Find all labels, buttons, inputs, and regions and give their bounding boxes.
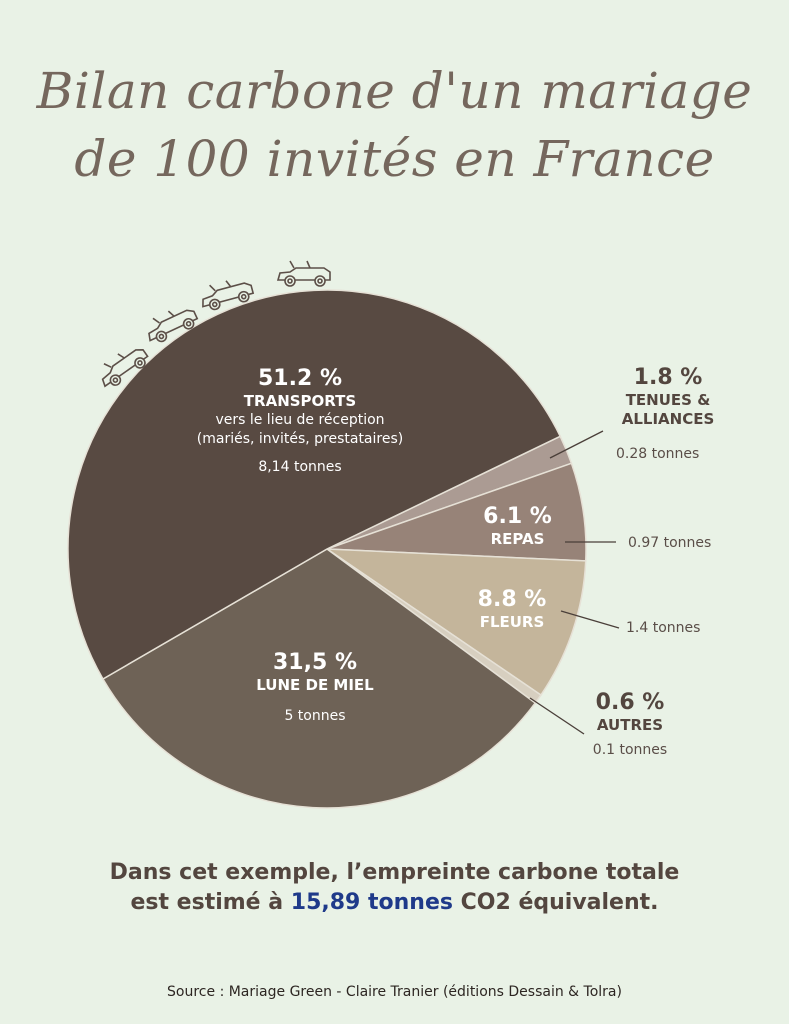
label-autres: 0.6 % AUTRES 0.1 tonnes bbox=[580, 690, 680, 759]
transports-tonnes: 8,14 tonnes bbox=[258, 459, 342, 475]
transports-percent: 51.2 % bbox=[258, 366, 342, 391]
car-icon bbox=[202, 280, 255, 311]
transports-sub1: vers le lieu de réception bbox=[215, 412, 385, 428]
summary-text: Dans cet exemple, l’empreinte carbone to… bbox=[0, 858, 789, 918]
tenues-category-1: TENUES & bbox=[625, 391, 711, 409]
pie-slice-lune bbox=[101, 548, 537, 809]
fleurs-category: FLEURS bbox=[479, 613, 545, 631]
lune-percent: 31,5 % bbox=[273, 650, 357, 675]
title-line-1: Bilan carbone d'un mariage bbox=[36, 62, 753, 120]
repas-category: REPAS bbox=[490, 530, 545, 548]
transports-sub2: (mariés, invités, prestataires) bbox=[196, 431, 404, 447]
title-line-2: de 100 invités en France bbox=[74, 130, 715, 188]
summary-line-2: est estimé à 15,89 tonnes CO2 équivalent… bbox=[0, 888, 789, 918]
total-tonnes-highlight: 15,89 tonnes bbox=[290, 890, 453, 915]
lune-category: LUNE DE MIEL bbox=[256, 676, 374, 694]
pie-slices bbox=[67, 289, 587, 809]
lune-tonnes: 5 tonnes bbox=[284, 708, 346, 724]
label-fleurs: 8.8 % FLEURS bbox=[462, 587, 562, 632]
leader-lines bbox=[529, 430, 620, 735]
leader-line-autres bbox=[529, 697, 585, 735]
summary-line-2-pre: est estimé à bbox=[130, 890, 291, 915]
pie-slice-fleurs bbox=[324, 548, 587, 697]
tenues-category-2: ALLIANCES bbox=[621, 410, 715, 428]
car-icon bbox=[148, 309, 199, 343]
car-icon bbox=[276, 260, 331, 287]
tenues-percent: 1.8 % bbox=[633, 365, 703, 390]
leader-line-fleurs bbox=[560, 610, 620, 629]
repas-tonnes: 0.97 tonnes bbox=[628, 535, 712, 551]
label-lune-de-miel: 31,5 % LUNE DE MIEL 5 tonnes bbox=[215, 650, 415, 725]
autres-category: AUTRES bbox=[596, 716, 664, 734]
source-credit: Source : Mariage Green - Claire Tranier … bbox=[167, 984, 622, 1000]
car-icons bbox=[101, 260, 331, 388]
leader-line-tenues bbox=[549, 430, 604, 459]
autres-tonnes: 0.1 tonnes bbox=[592, 742, 668, 758]
label-tenues: 1.8 % TENUES & ALLIANCES bbox=[598, 365, 738, 429]
transports-category: TRANSPORTS bbox=[243, 392, 357, 410]
summary-line-1: Dans cet exemple, l’empreinte carbone to… bbox=[109, 860, 680, 885]
fleurs-tonnes: 1.4 tonnes bbox=[626, 620, 701, 636]
label-repas: 6.1 % REPAS bbox=[470, 504, 565, 549]
autres-percent: 0.6 % bbox=[595, 690, 665, 715]
fleurs-percent: 8.8 % bbox=[477, 587, 547, 612]
summary-line-2-post: CO2 équivalent. bbox=[452, 890, 659, 915]
repas-percent: 6.1 % bbox=[483, 504, 552, 529]
tenues-tonnes: 0.28 tonnes bbox=[616, 446, 700, 462]
label-transports: 51.2 % TRANSPORTS vers le lieu de récept… bbox=[160, 366, 440, 476]
pie-slice-transports bbox=[67, 289, 562, 680]
car-icon bbox=[101, 349, 149, 388]
